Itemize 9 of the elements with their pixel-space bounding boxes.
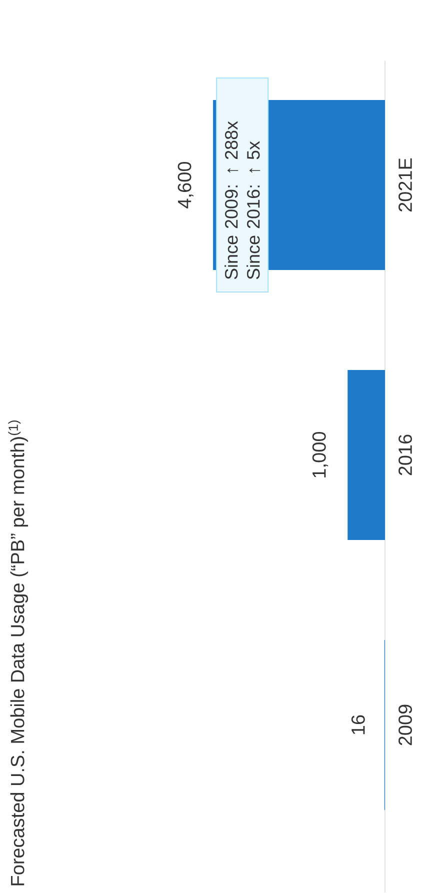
- annotation: Since 2016: ↑ 5x: [246, 141, 260, 280]
- annotation: Since 2009: ↑ 288x: [224, 121, 238, 280]
- text: Forecasted U.S. Mobile Data Usage (“PB” per month)$^{(1)}$: [8, 420, 28, 886]
- y-tick-label: 2009: [398, 704, 412, 746]
- data-label: 1,000: [312, 432, 328, 478]
- data-label: 16: [351, 715, 365, 734]
- data-label: 4,600: [178, 162, 194, 208]
- y-tick-label: 2016: [398, 434, 412, 476]
- y-tick-label: 2021E: [398, 158, 412, 212]
